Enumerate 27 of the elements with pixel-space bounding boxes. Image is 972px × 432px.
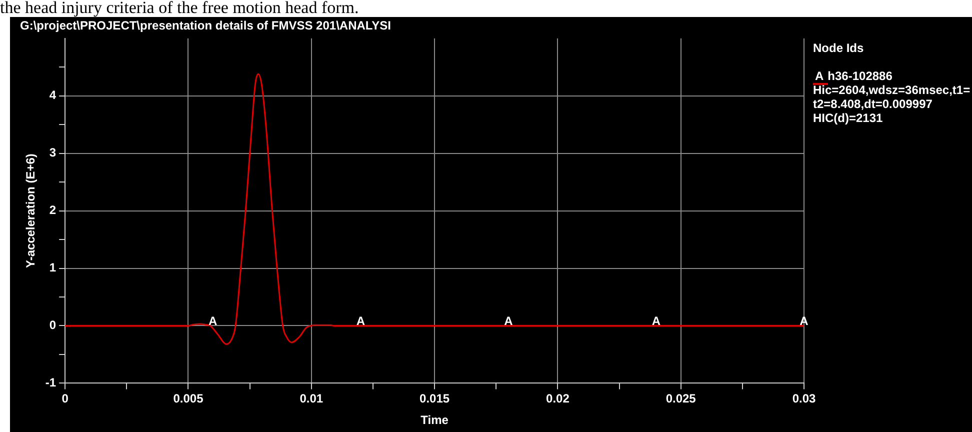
x-axis-title: Time [420, 413, 449, 428]
y-tick-label: 2 [49, 203, 56, 218]
x-tick-label: 0 [62, 392, 69, 406]
x-tick-label: 0.025 [666, 392, 696, 406]
x-tick-label: 0.02 [546, 392, 570, 406]
chart-title: G:\project\PROJECT\presentation details of FMVSS 201\ANALYSI [20, 18, 391, 33]
annotation: A [356, 314, 366, 328]
text: HIC(d)=2131 [813, 111, 884, 125]
y-tick-label: 1 [49, 260, 56, 275]
text: A h36-102886 [814, 69, 894, 85]
x-tick-label: 0.03 [792, 392, 816, 406]
y-tick-label: -1 [45, 376, 56, 390]
annotation: A [504, 314, 514, 328]
y-tick-label: 3 [49, 146, 56, 160]
x-tick-label: 0.005 [173, 392, 204, 406]
y-tick-label: 0 [49, 318, 56, 332]
y-tick-label: 4 [49, 88, 56, 102]
x-tick-label: 0.015 [420, 392, 450, 406]
text: Hic=2604,wdsz=36msec,t1= [813, 83, 970, 97]
legend-title: Node Ids [813, 41, 865, 55]
annotation: A [208, 314, 218, 328]
annotation: A [800, 314, 809, 328]
x-tick-label: 0.01 [300, 392, 324, 406]
annotation: A [652, 314, 661, 328]
y-axis-title: Y-acceleration (E+6) [24, 154, 38, 268]
text: the head injury criteria of the free motion head form. [0, 0, 359, 18]
text: t2=8.408,dt=0.009997 [813, 97, 934, 111]
